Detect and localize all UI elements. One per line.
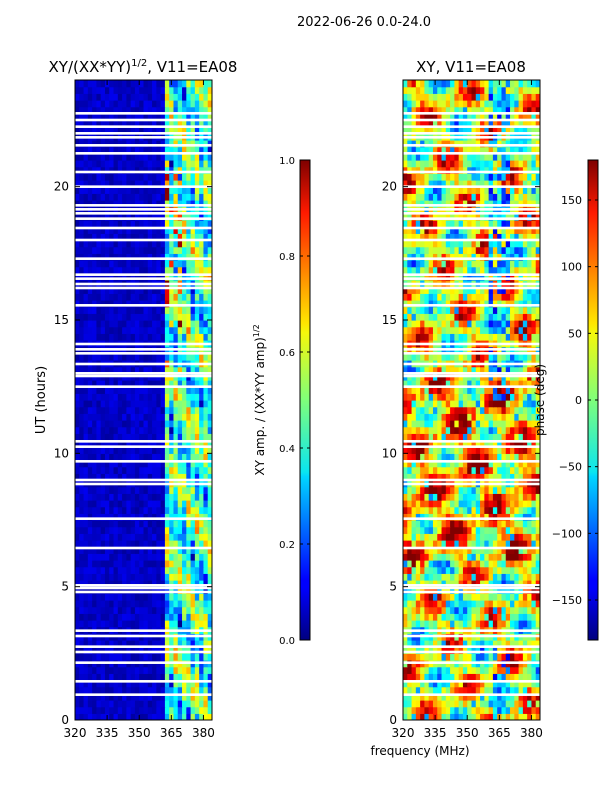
colorbar-tick-label: 0.6: [279, 348, 295, 359]
x-tick-label: 350: [456, 726, 479, 740]
y-tick-label: 15: [54, 313, 69, 327]
colorbar-tick-label: 0.4: [279, 444, 295, 455]
frequency-x-axis-label: frequency (MHz): [370, 744, 469, 758]
y-tick-label: 0: [61, 713, 69, 727]
amplitude-panel: XY/(XX*YY)1/2, V11=EA08 320 335 350 365 380 0…: [34, 58, 237, 740]
x-tick-label: 380: [192, 726, 215, 740]
amplitude-y-axis-label: UT (hours): [34, 366, 49, 434]
y-tick-label: 10: [382, 446, 397, 460]
y-tick-label: 20: [54, 180, 69, 194]
phase-plot-frame: [402, 79, 541, 721]
amplitude-colorbar-gradient: [299, 159, 311, 641]
x-tick-label: 350: [128, 726, 151, 740]
x-tick-label: 380: [520, 726, 543, 740]
amplitude-colorbar-label: XY amp. / (XX*YY amp)1/2: [252, 324, 267, 475]
x-tick-label: 320: [64, 726, 87, 740]
phase-colorbar: −150 −100 −50 0 50 100 150 phase (deg): [533, 159, 599, 641]
colorbar-tick-label: 1.0: [279, 156, 295, 167]
colorbar-tick-label: 0: [575, 394, 582, 407]
colorbar-tick-label: −100: [552, 527, 582, 540]
phase-panel-title: XY, V11=EA08: [416, 58, 526, 76]
figure-suptitle: 2022-06-26 0.0-24.0: [297, 15, 431, 30]
x-tick-label: 335: [424, 726, 447, 740]
x-tick-label: 365: [160, 726, 183, 740]
colorbar-tick-label: 50: [568, 327, 582, 340]
x-tick-label: 320: [392, 726, 415, 740]
amplitude-panel-title: XY/(XX*YY)1/2, V11=EA08: [49, 58, 238, 76]
y-tick-label: 15: [382, 313, 397, 327]
colorbar-tick-label: 100: [561, 261, 582, 274]
amplitude-plot-frame: [74, 79, 213, 721]
y-tick-label: 10: [54, 446, 69, 460]
phase-colorbar-ticks: −150 −100 −50 0 50 100 150: [552, 194, 598, 607]
amplitude-colorbar: 0.0 0.2 0.4 0.6 0.8 1.0 XY amp. / (XX*YY amp)…: [252, 156, 311, 647]
phase-heatmap: [403, 80, 540, 720]
colorbar-tick-label: −150: [552, 594, 582, 607]
x-tick-label: 335: [96, 726, 119, 740]
phase-panel: XY, V11=EA08 320 335 350 365 380 0 5 10 15 20: [382, 58, 543, 740]
amplitude-axis-ticks: 320 335 350 365 380 0 5 10 15 20: [54, 80, 215, 740]
colorbar-tick-label: 150: [561, 194, 582, 207]
y-tick-label: 5: [61, 580, 69, 594]
colorbar-tick-label: 0.8: [279, 252, 295, 263]
phase-colorbar-label: phase (deg): [533, 364, 547, 436]
colorbar-tick-label: −50: [559, 461, 582, 474]
colorbar-tick-label: 0.2: [279, 540, 295, 551]
y-tick-label: 5: [389, 580, 397, 594]
amplitude-colorbar-ticks: 0.0 0.2 0.4 0.6 0.8 1.0: [279, 156, 310, 647]
phase-axis-ticks: 320 335 350 365 380 0 5 10 15 20: [382, 80, 543, 740]
colorbar-tick-label: 0.0: [279, 636, 295, 647]
amplitude-heatmap: [75, 80, 212, 720]
x-tick-label: 365: [488, 726, 511, 740]
y-tick-label: 20: [382, 180, 397, 194]
y-tick-label: 0: [389, 713, 397, 727]
